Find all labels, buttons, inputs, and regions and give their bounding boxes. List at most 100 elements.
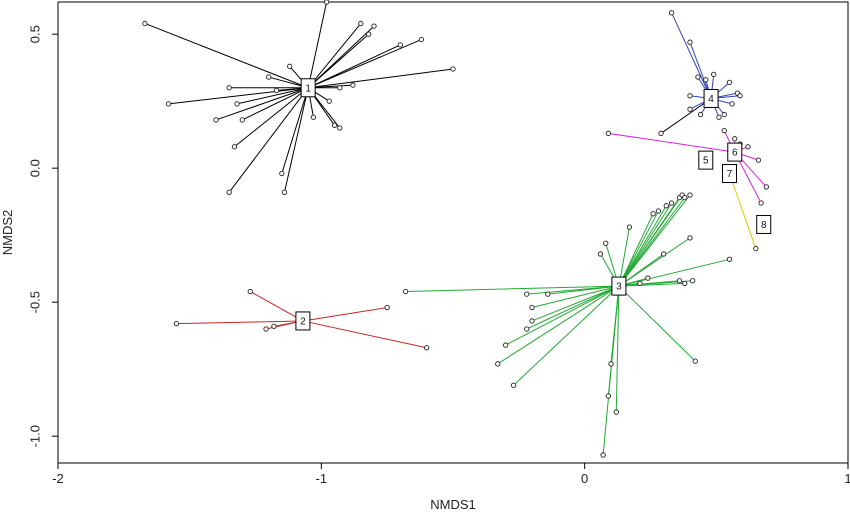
site-point-group-3 <box>495 361 501 367</box>
group-centroids: 1 2 3 4 5 6 7 8 <box>295 78 772 331</box>
site-point-group-6 <box>721 128 727 134</box>
site-point-group-3 <box>524 291 530 297</box>
spider-link-group-3 <box>547 285 619 295</box>
spider-link-group-1 <box>144 22 309 89</box>
site-point-group-3 <box>529 318 535 324</box>
centroid-box-2 <box>295 311 311 331</box>
site-points <box>142 0 770 458</box>
y-tick-label: -1.0 <box>27 425 42 447</box>
site-point-group-3 <box>676 278 683 284</box>
site-point-group-3 <box>524 326 530 332</box>
site-point-group-3 <box>645 275 651 281</box>
centroid-box-8 <box>756 214 772 234</box>
site-point-group-1 <box>287 63 293 69</box>
spider-link <box>660 98 712 134</box>
site-point-group-4 <box>687 93 693 99</box>
spider-link-group-3 <box>618 202 672 287</box>
spider-link-group-6 <box>608 132 735 153</box>
spider-link-group-1 <box>307 39 422 89</box>
spider-link-group-1 <box>228 87 309 193</box>
site-point-group-3 <box>655 208 662 214</box>
site-point-group-3 <box>626 224 633 230</box>
spider-link-group-4 <box>671 12 712 99</box>
site-point-group-4 <box>726 79 733 86</box>
site-point-group-3 <box>726 256 733 262</box>
spider-link-group-3 <box>405 285 619 292</box>
spider-link-group-3 <box>602 286 620 456</box>
site-point-group-4 <box>737 93 743 99</box>
centroid-label-2: 2 <box>300 316 306 327</box>
site-point-group-1 <box>371 23 377 29</box>
site-point-group-4 <box>711 71 717 78</box>
site-point-group-6 <box>732 136 738 142</box>
centroid-label-8: 8 <box>761 220 767 231</box>
site-point-group-1 <box>331 122 338 128</box>
spider-link-group-1 <box>307 23 362 89</box>
spider-link-group-3 <box>618 210 659 287</box>
spider-link-group-1 <box>308 68 454 89</box>
x-axis-title: NMDS1 <box>430 497 476 512</box>
x-tick-label: 1 <box>844 471 850 486</box>
spider-link-group-1 <box>307 1 328 88</box>
site-point-group-1 <box>337 125 343 131</box>
spider-link-group-1 <box>281 87 309 174</box>
spider-links <box>144 1 767 456</box>
site-point-group-4 <box>721 111 727 118</box>
spider-link-group-2 <box>302 307 388 322</box>
site-point-group-3 <box>687 235 693 241</box>
x-tick-label: -2 <box>52 471 64 486</box>
site-point-group-3 <box>603 240 609 246</box>
y-tick-label: -0.5 <box>27 291 42 313</box>
site-point-group-1 <box>273 87 280 94</box>
y-tick-label: 0.5 <box>27 25 42 43</box>
spider-link-group-1 <box>307 44 401 89</box>
spider-link-group-1 <box>236 87 309 105</box>
site-point-group-2 <box>247 288 253 295</box>
site-point-group-4 <box>729 101 735 107</box>
site-point-group-1 <box>366 31 372 37</box>
site-point-group-3 <box>402 288 409 295</box>
site-point-group-3 <box>503 342 509 348</box>
site-point-group-1 <box>279 170 285 177</box>
site-point-group-4 <box>695 74 701 80</box>
site-point-group-3 <box>613 409 619 415</box>
spider-link-group-1 <box>234 87 309 148</box>
axes: -2 -1 0 1 0.5 0.0 -0.5 -1.0 <box>27 25 850 486</box>
spider-link-group-3 <box>618 205 667 287</box>
site-point-group-1 <box>226 85 232 91</box>
site-point-group-4 <box>687 39 693 45</box>
site-point-group-3 <box>682 195 688 201</box>
centroid-label-7: 7 <box>727 169 733 180</box>
site-point-group-1 <box>323 0 330 5</box>
site-point-group-3 <box>682 280 688 287</box>
site-point-group-6 <box>758 200 764 206</box>
site-point-group-1 <box>239 117 245 123</box>
site-point-group-1 <box>450 66 456 72</box>
spider-link-group-1 <box>168 87 309 105</box>
spider-link-group-3 <box>531 285 620 322</box>
spider-link-group-1 <box>283 87 309 193</box>
centroid-box-3 <box>611 276 627 296</box>
centroid-label-6: 6 <box>732 148 738 159</box>
site-point-group-1 <box>213 117 219 123</box>
spider-link-group-2 <box>249 291 304 322</box>
spider-link-group-3 <box>497 285 620 365</box>
site-point <box>658 130 664 136</box>
site-point-group-6 <box>745 144 751 150</box>
site-point-group-2 <box>271 323 277 329</box>
site-point-group-4 <box>668 10 675 16</box>
centroid-box-6 <box>727 142 743 162</box>
site-point-group-3 <box>597 251 604 257</box>
spider-link-group-3 <box>513 285 620 386</box>
centroid-box-7 <box>722 164 737 184</box>
site-point-group-1 <box>142 20 148 27</box>
spider-link-group-2 <box>302 320 427 349</box>
site-point-group-6 <box>755 157 762 163</box>
site-point-group-1 <box>234 101 240 107</box>
site-point-group-2 <box>173 320 180 327</box>
site-point-group-1 <box>310 114 317 120</box>
spider-link-group-7 <box>729 173 757 249</box>
site-point-group-3 <box>689 278 696 284</box>
site-point-group-2 <box>424 345 430 351</box>
site-point-group-3 <box>637 280 643 287</box>
